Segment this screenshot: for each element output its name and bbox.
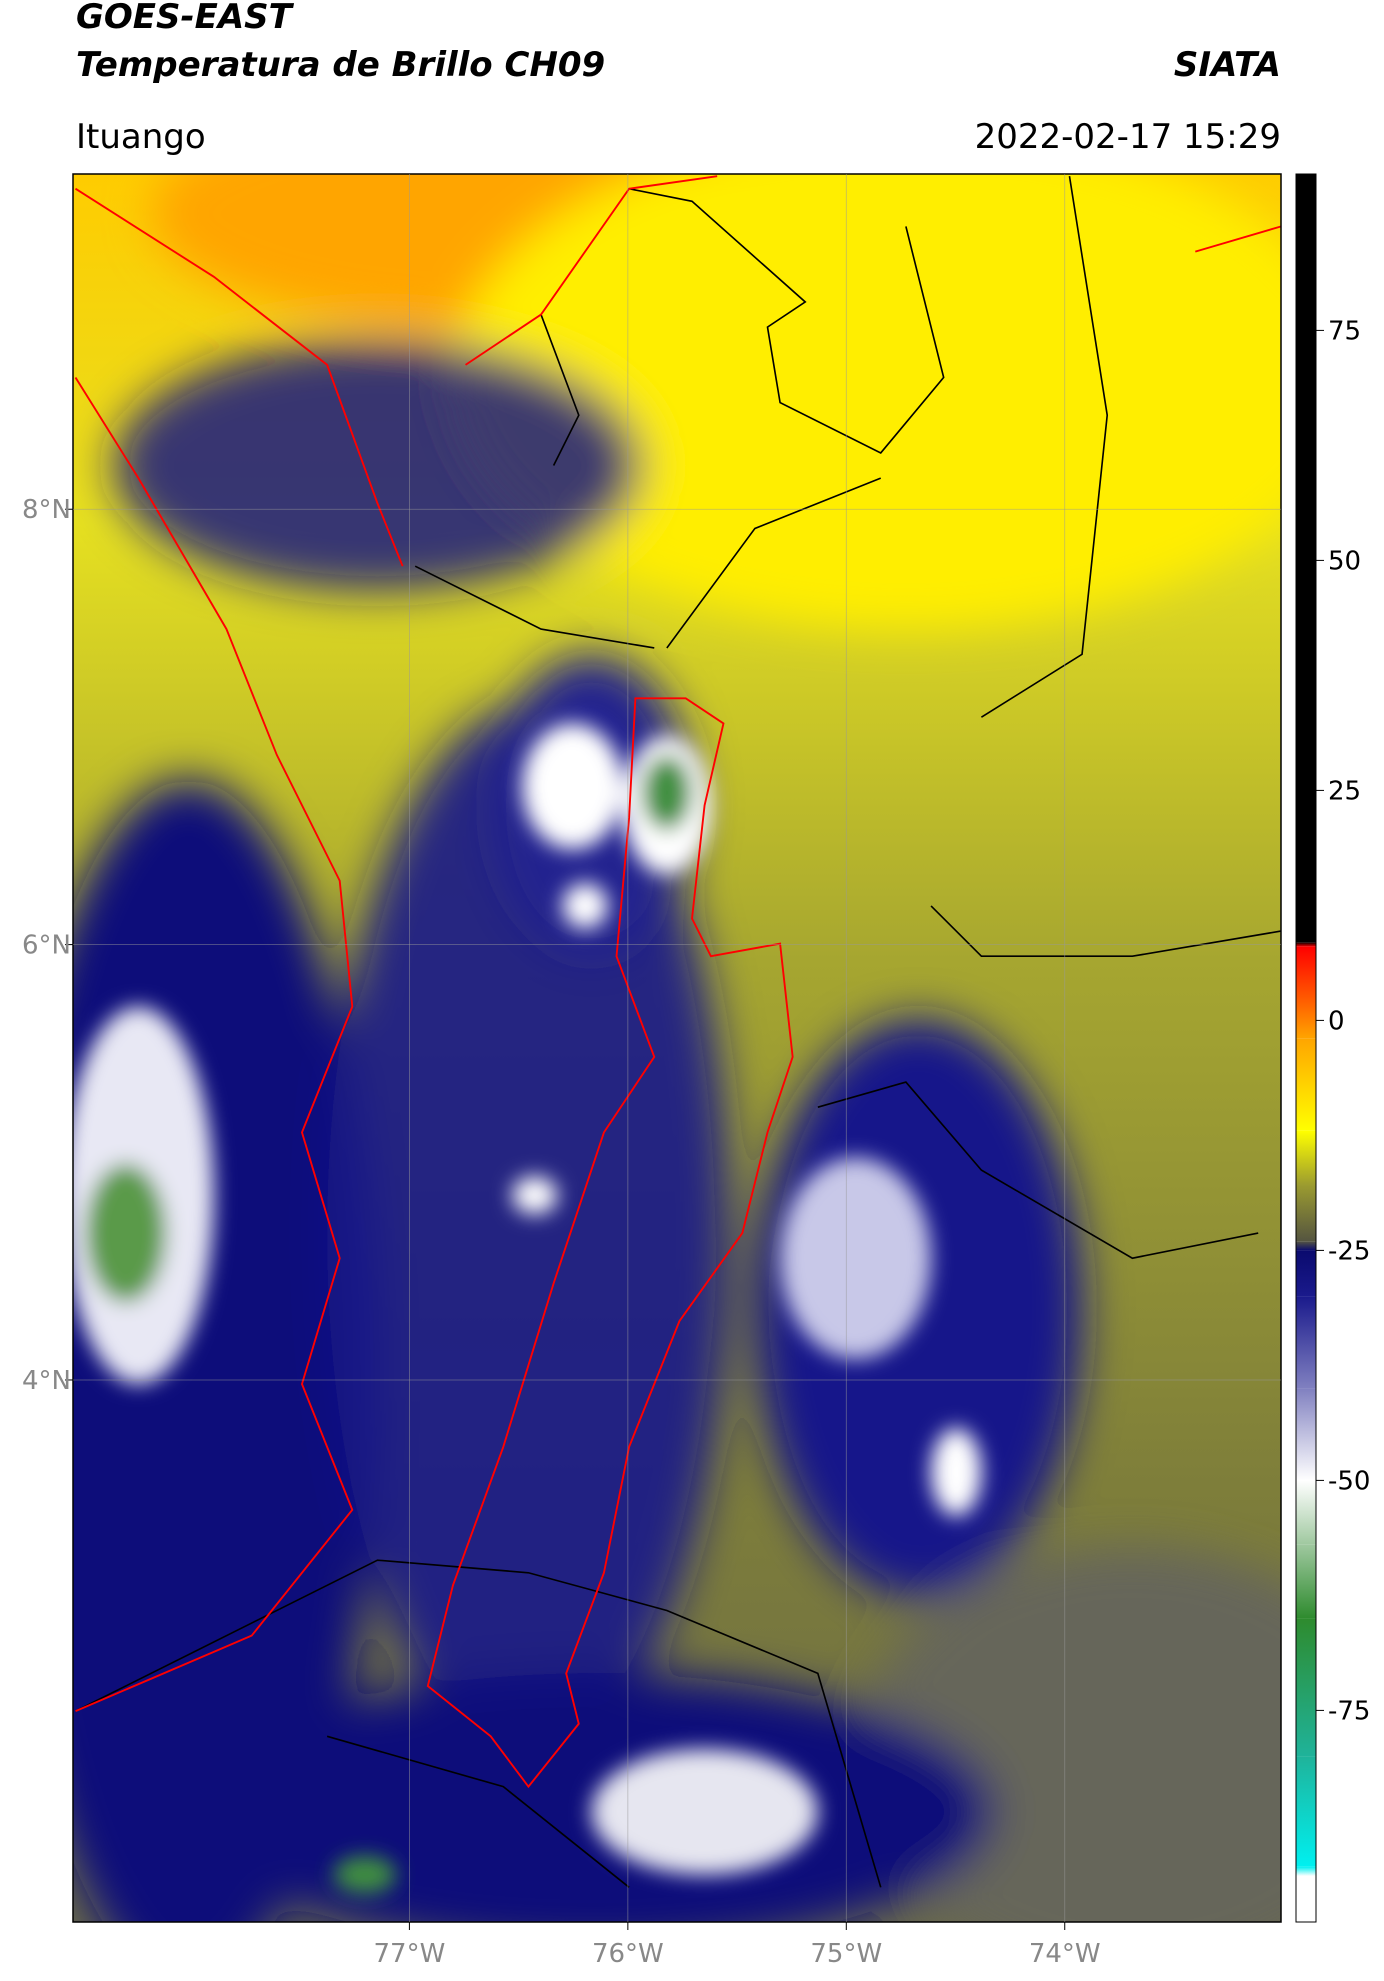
- colorbar-segment: [1296, 1618, 1316, 1757]
- x-tick-label: 75°W: [810, 1939, 882, 1969]
- timestamp: 2022-02-17 15:29: [975, 117, 1281, 157]
- colorbar-tick-label: 25: [1328, 776, 1361, 806]
- y-tick-label: 4°N: [22, 1366, 71, 1396]
- location: Ituango: [76, 117, 206, 157]
- colorbar-segment: [1296, 174, 1316, 943]
- colorbar-segment: [1296, 1186, 1316, 1242]
- colorbar-segment: [1296, 1038, 1316, 1131]
- colorbar-tick-label: 50: [1328, 546, 1361, 576]
- colorbar-segment: [1296, 946, 1316, 1002]
- colorbar-tick-label: -50: [1328, 1466, 1370, 1496]
- colorbar-tick-label: -75: [1328, 1696, 1370, 1726]
- colorbar-segment: [1296, 1296, 1316, 1389]
- colorbar-segment: [1296, 1480, 1316, 1545]
- x-tick-label: 77°W: [374, 1939, 446, 1969]
- colorbar-segment: [1296, 1241, 1316, 1251]
- colorbar-segment: [1296, 1544, 1316, 1619]
- y-tick-label: 6°N: [22, 931, 71, 961]
- colorbar-segment: [1296, 1388, 1316, 1481]
- colorbar-segment: [1296, 1876, 1316, 1922]
- colorbar-tick-label: 75: [1328, 316, 1361, 346]
- colorbar-segment: [1296, 1250, 1316, 1297]
- colorbar-segment: [1296, 1002, 1316, 1039]
- title-line1: GOES-EAST: [76, 0, 295, 37]
- y-tick-label: 8°N: [22, 495, 71, 525]
- x-tick-label: 76°W: [592, 1939, 664, 1969]
- map-frame: [72, 173, 1282, 1923]
- colorbar-tick-label: 0: [1328, 1006, 1345, 1036]
- satellite-image: [73, 174, 1281, 1922]
- colorbar-segment: [1296, 942, 1316, 947]
- title-line2: Temperatura de Brillo CH09: [76, 45, 605, 85]
- x-tick-label: 74°W: [1029, 1939, 1101, 1969]
- colorbar-tick-label: -25: [1328, 1236, 1370, 1266]
- colorbar-segment: [1296, 1756, 1316, 1867]
- colorbar-segment: [1296, 1866, 1316, 1876]
- source: SIATA: [1174, 45, 1281, 85]
- colorbar-segment: [1296, 1130, 1316, 1186]
- colorbar-frame: [1295, 173, 1317, 1923]
